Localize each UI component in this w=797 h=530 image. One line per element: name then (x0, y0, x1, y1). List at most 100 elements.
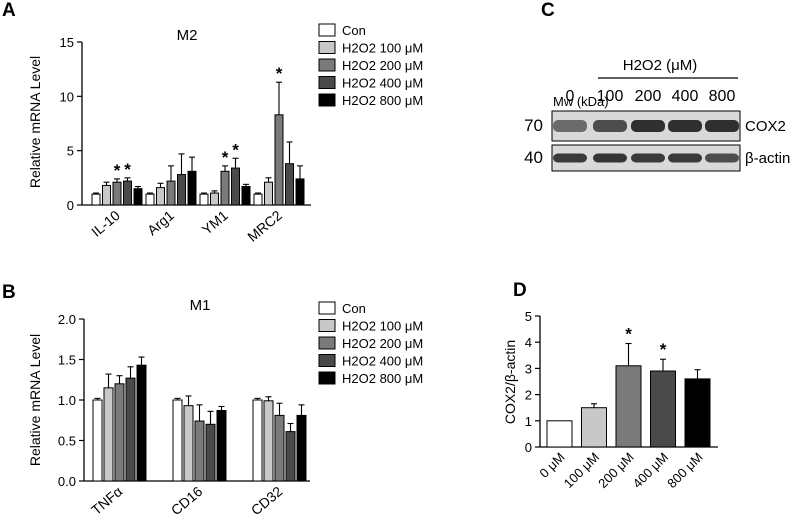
x-category-label: Arg1 (144, 207, 177, 238)
bar (546, 420, 573, 448)
bar (210, 192, 219, 206)
legend-swatch (318, 58, 336, 72)
actin-band (668, 153, 702, 163)
legend-label: H2O2 100 μM (342, 41, 423, 56)
dose-label: 0 (566, 88, 575, 105)
legend-swatch (318, 354, 336, 367)
bar (92, 399, 103, 482)
y-axis-label: Relative mRNA Level (27, 334, 43, 466)
bar (296, 414, 307, 482)
y-tick-label: 0 (67, 198, 74, 213)
bar (112, 181, 122, 206)
panel-label-a: A (2, 0, 16, 21)
panel-label-b: B (2, 282, 16, 303)
bar (145, 193, 155, 206)
mw-marker: 70 (524, 116, 543, 135)
bar (194, 420, 205, 482)
y-tick-label: 5 (67, 144, 74, 159)
legend-label: H2O2 200 μM (342, 58, 423, 73)
bar (216, 410, 227, 482)
bar (581, 407, 607, 448)
bar (205, 423, 216, 482)
legend-swatch (318, 371, 336, 385)
y-tick-label: 0 (525, 440, 532, 455)
y-tick-label: 1 (525, 414, 532, 429)
legend: Con H2O2 100 μM H2O2 200 μM H2O2 400 μM H2O2… (318, 301, 423, 386)
significance-star: * (232, 140, 239, 159)
legend-swatch (318, 76, 336, 89)
significance-star: * (222, 148, 229, 167)
y-tick-label: 4 (525, 335, 532, 350)
y-tick-label: 5 (525, 309, 532, 324)
bar (252, 399, 263, 482)
bar (125, 377, 136, 482)
y-tick-label: 0.5 (58, 434, 76, 449)
bar (231, 167, 240, 206)
significance-star: * (625, 325, 632, 344)
actin-band (705, 153, 739, 163)
western-blot: H2O2 (μM) Mw (kDa) 0 100 200 400 800 70 … (524, 57, 790, 172)
treatment-label: H2O2 (μM) (623, 57, 697, 74)
bar (136, 364, 147, 482)
dose-label: 800 (709, 88, 736, 105)
x-category-label: 0 μM (536, 450, 567, 481)
bar (253, 193, 263, 206)
legend-label: H2O2 800 μM (342, 371, 423, 386)
y-tick-label: 1.5 (58, 353, 76, 368)
bar (295, 178, 305, 206)
x-category-label: YM1 (199, 207, 231, 238)
legend-swatch (318, 319, 336, 332)
legend-swatch (318, 23, 336, 37)
legend-label: Con (342, 23, 366, 38)
bar (199, 193, 209, 206)
y-tick-label: 0.0 (58, 474, 76, 489)
significance-star: * (660, 340, 667, 359)
actin-band (553, 153, 587, 163)
legend-swatch (318, 41, 336, 54)
bar (177, 174, 186, 206)
y-tick-label: 15 (60, 35, 74, 50)
bar (241, 186, 251, 206)
mw-label: Mw (kDa) (553, 94, 609, 109)
mw-marker: 40 (524, 148, 543, 167)
x-category-label: MRC2 (244, 207, 285, 245)
bar (114, 383, 125, 482)
bar (274, 114, 284, 206)
actin-band (631, 153, 665, 163)
dose-label: 200 (635, 88, 662, 105)
x-category-label: 800 μM (664, 450, 705, 491)
legend-label: H2O2 800 μM (342, 93, 423, 108)
bar (187, 170, 197, 206)
bar (285, 431, 296, 482)
bar (102, 184, 111, 206)
actin-band (593, 153, 627, 163)
x-category-label: 400 μM (630, 450, 671, 491)
y-tick-label: 10 (60, 89, 74, 104)
m2-bar-chart: M2 Relative mRNA Level Con H2O2 100 μM H2O… (27, 23, 423, 245)
cox2-band (553, 120, 587, 132)
x-category-label: TNFα (88, 483, 125, 518)
bar (172, 399, 183, 482)
x-category-label: IL-10 (88, 207, 123, 240)
legend-label: Con (342, 301, 366, 316)
panel-label-c: C (541, 0, 555, 21)
significance-star: * (276, 64, 283, 83)
x-category-label: CD32 (248, 483, 286, 518)
x-category-label: 100 μM (561, 450, 602, 491)
bar (156, 187, 165, 206)
x-category-label: 200 μM (595, 450, 636, 491)
y-tick-label: 3 (525, 361, 532, 376)
y-axis-label: Relative mRNA Level (27, 56, 43, 188)
legend-label: H2O2 200 μM (342, 336, 423, 351)
dose-label: 400 (672, 88, 699, 105)
significance-star: * (114, 161, 121, 180)
cox2-band (593, 120, 627, 132)
legend-label: H2O2 400 μM (342, 354, 423, 369)
cox2-band (668, 120, 702, 132)
band-name: COX2 (745, 118, 786, 135)
panel-label-d: D (513, 280, 527, 301)
bar (285, 163, 294, 206)
bar (684, 378, 711, 448)
